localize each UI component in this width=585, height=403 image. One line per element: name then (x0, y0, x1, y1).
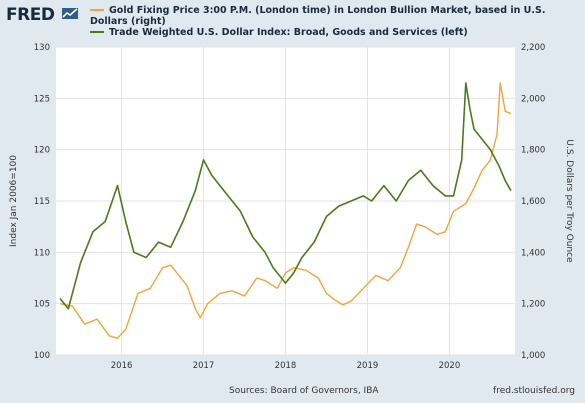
x-tick-label: 2017 (193, 361, 215, 371)
y-right-tick-label: 1,000 (521, 351, 545, 361)
legend-swatch-gold (90, 8, 104, 11)
fred-logo: FRED (6, 5, 55, 25)
site-link[interactable]: fred.stlouisfed.org (493, 386, 575, 396)
y-left-tick-label: 120 (34, 146, 50, 156)
x-tick-label: 2019 (357, 361, 379, 371)
legend-entry-dollar-index[interactable]: Trade Weighted U.S. Dollar Index: Broad,… (90, 27, 560, 38)
legend-entry-gold[interactable]: Gold Fixing Price 3:00 P.M. (London time… (90, 5, 560, 27)
y-left-tick-label: 100 (34, 351, 50, 361)
y-left-tick-label: 115 (34, 197, 50, 207)
y-axis-right-title: U.S. Dollars per Troy Ounce (564, 139, 574, 263)
y-left-tick-label: 105 (34, 300, 50, 310)
series-line-gold (59, 82, 512, 339)
y-right-tick-label: 1,800 (521, 146, 545, 156)
legend-swatch-dollar-index (90, 30, 104, 33)
y-right-tick-label: 2,000 (521, 94, 545, 104)
y-axis-left-title: Index Jan 2006=100 (9, 155, 19, 247)
y-right-tick-label: 1,200 (521, 300, 545, 310)
x-tick-label: 2020 (439, 361, 461, 371)
y-right-tick-label: 2,200 (521, 43, 545, 53)
legend-label-dollar-index: Trade Weighted U.S. Dollar Index: Broad,… (109, 27, 468, 38)
sources-note: Sources: Board of Governors, IBA (229, 386, 379, 396)
x-tick-label: 2018 (275, 361, 297, 371)
x-tick-label: 2016 (111, 361, 133, 371)
y-right-tick-label: 1,400 (521, 248, 545, 258)
series-line-dollar-index (59, 82, 512, 310)
y-left-tick-label: 125 (34, 94, 50, 104)
legend-label-gold: Gold Fixing Price 3:00 P.M. (London time… (90, 5, 546, 27)
y-left-tick-label: 130 (34, 43, 50, 53)
y-right-tick-label: 1,600 (521, 197, 545, 207)
y-left-tick-label: 110 (34, 248, 50, 258)
fred-logo-chart-icon (62, 8, 78, 19)
